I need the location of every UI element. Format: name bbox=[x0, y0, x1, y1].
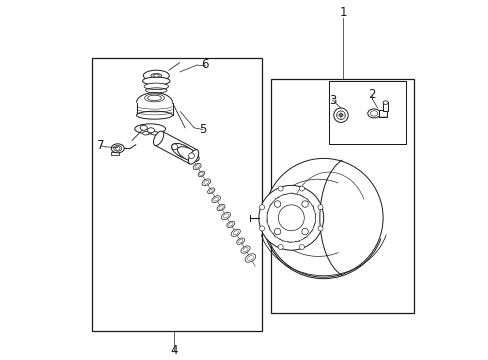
Circle shape bbox=[301, 228, 307, 235]
Circle shape bbox=[301, 201, 307, 207]
Ellipse shape bbox=[153, 74, 159, 77]
Ellipse shape bbox=[144, 83, 168, 90]
Text: 6: 6 bbox=[201, 58, 208, 71]
Ellipse shape bbox=[241, 246, 250, 253]
Circle shape bbox=[259, 204, 264, 210]
Circle shape bbox=[299, 186, 304, 191]
Circle shape bbox=[274, 228, 280, 235]
Circle shape bbox=[259, 226, 264, 231]
Polygon shape bbox=[155, 131, 197, 164]
Ellipse shape bbox=[143, 70, 169, 81]
Circle shape bbox=[266, 194, 315, 242]
Bar bbox=[382, 102, 387, 111]
Ellipse shape bbox=[171, 143, 194, 159]
Text: 2: 2 bbox=[368, 88, 375, 101]
Circle shape bbox=[339, 113, 342, 117]
Text: 5: 5 bbox=[199, 123, 206, 136]
Ellipse shape bbox=[135, 124, 165, 134]
Circle shape bbox=[317, 226, 323, 231]
Circle shape bbox=[317, 204, 323, 210]
Bar bbox=[271, 79, 413, 313]
Ellipse shape bbox=[207, 188, 214, 194]
Ellipse shape bbox=[142, 131, 149, 135]
Ellipse shape bbox=[193, 163, 201, 170]
Circle shape bbox=[274, 201, 280, 207]
Circle shape bbox=[278, 205, 304, 231]
Circle shape bbox=[171, 144, 177, 150]
Circle shape bbox=[258, 185, 323, 250]
Circle shape bbox=[336, 111, 345, 120]
Ellipse shape bbox=[198, 171, 204, 177]
Ellipse shape bbox=[153, 131, 163, 145]
Ellipse shape bbox=[236, 238, 244, 244]
Ellipse shape bbox=[367, 109, 380, 118]
Ellipse shape bbox=[202, 179, 210, 186]
Text: 7: 7 bbox=[97, 139, 104, 152]
Bar bbox=[111, 152, 119, 155]
Ellipse shape bbox=[382, 101, 387, 104]
Circle shape bbox=[188, 153, 194, 159]
Circle shape bbox=[264, 158, 382, 277]
Ellipse shape bbox=[136, 111, 172, 119]
Ellipse shape bbox=[188, 150, 198, 164]
Circle shape bbox=[115, 146, 120, 150]
Ellipse shape bbox=[151, 73, 162, 78]
Ellipse shape bbox=[140, 125, 147, 130]
Text: 3: 3 bbox=[328, 94, 336, 107]
Ellipse shape bbox=[244, 254, 255, 262]
Bar bbox=[328, 81, 406, 144]
Ellipse shape bbox=[226, 221, 234, 228]
Bar bbox=[91, 58, 262, 331]
Ellipse shape bbox=[221, 212, 230, 220]
Text: 4: 4 bbox=[170, 345, 178, 357]
Circle shape bbox=[278, 244, 283, 249]
Ellipse shape bbox=[211, 196, 220, 203]
Bar bbox=[378, 110, 386, 117]
Ellipse shape bbox=[147, 128, 154, 133]
Ellipse shape bbox=[151, 131, 158, 135]
Ellipse shape bbox=[142, 77, 170, 85]
Ellipse shape bbox=[111, 144, 124, 153]
Ellipse shape bbox=[231, 229, 240, 237]
Ellipse shape bbox=[217, 204, 224, 211]
Circle shape bbox=[278, 186, 283, 191]
Text: 1: 1 bbox=[339, 6, 346, 19]
Circle shape bbox=[333, 108, 347, 122]
Ellipse shape bbox=[177, 147, 199, 162]
Circle shape bbox=[299, 244, 304, 249]
